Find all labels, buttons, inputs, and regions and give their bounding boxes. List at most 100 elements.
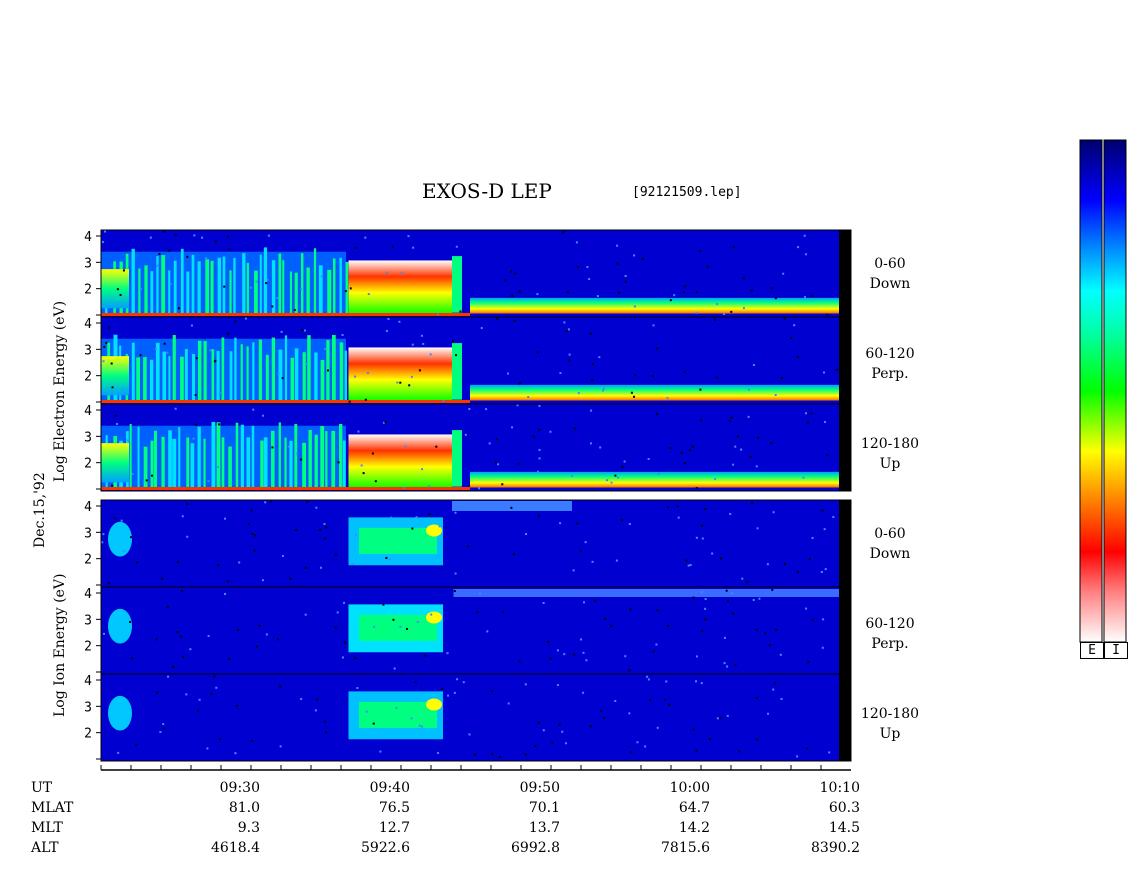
noise-dot	[732, 463, 735, 466]
noise-dot	[699, 388, 702, 391]
electron-burst	[348, 347, 452, 402]
noise-dot	[334, 553, 337, 556]
noise-dot	[556, 649, 559, 652]
burst-edge	[452, 343, 462, 400]
noise-dot	[562, 231, 565, 234]
noise-dot	[600, 709, 603, 712]
noise-dot	[732, 245, 735, 248]
emission-spike	[339, 342, 344, 402]
noise-dot	[266, 278, 269, 281]
noise-dot	[420, 334, 423, 337]
file-name: [92121509.lep]	[632, 185, 742, 200]
noise-dot	[129, 620, 132, 623]
noise-dot	[293, 309, 296, 312]
noise-dot	[367, 293, 370, 296]
noise-dot	[708, 738, 711, 741]
noise-dot	[390, 516, 393, 519]
panel-background	[101, 500, 839, 587]
noise-dot	[668, 703, 671, 706]
noise-dot	[726, 665, 729, 668]
noise-dot	[156, 264, 159, 267]
emission-spike	[344, 350, 348, 402]
noise-dot	[325, 731, 328, 734]
noise-dot	[563, 321, 566, 324]
emission-spike	[168, 270, 171, 315]
noise-dot	[783, 562, 786, 565]
noise-dot	[139, 288, 142, 291]
noise-dot	[808, 558, 811, 561]
y-tick-label: 3	[84, 430, 92, 445]
noise-dot	[102, 360, 105, 363]
noise-dot	[538, 404, 541, 407]
noise-dot	[715, 376, 718, 379]
noise-dot	[373, 625, 376, 628]
noise-dot	[517, 462, 520, 465]
emission-spike	[251, 425, 255, 489]
noise-dot	[466, 545, 469, 548]
noise-dot	[228, 247, 231, 250]
noise-dot	[790, 337, 793, 340]
emission-spike	[314, 434, 318, 489]
y-tick-label: 4	[84, 587, 92, 602]
noise-dot	[223, 517, 226, 520]
noise-dot	[614, 474, 617, 477]
noise-dot	[604, 618, 607, 621]
channel-label: 0-60 Down	[869, 526, 911, 562]
noise-dot	[418, 369, 421, 372]
noise-dot	[691, 445, 694, 448]
noise-dot	[201, 236, 204, 239]
noise-dot	[806, 421, 809, 424]
noise-dot	[453, 590, 456, 593]
noise-dot	[105, 341, 108, 344]
noise-dot	[767, 712, 770, 715]
noise-dot	[755, 738, 758, 741]
noise-dot	[723, 313, 726, 316]
noise-dot	[602, 387, 605, 390]
orbit-table-cell: 09:40	[369, 780, 410, 796]
noise-dot	[669, 299, 672, 302]
row-label-mlt: MLT	[31, 820, 63, 836]
noise-dot	[254, 534, 257, 537]
noise-dot	[751, 502, 754, 505]
noise-dot	[623, 460, 626, 463]
emission-spike	[307, 335, 311, 402]
noise-dot	[119, 294, 122, 297]
noise-dot	[793, 324, 796, 327]
noise-dot	[593, 599, 596, 602]
emission-spike	[149, 359, 154, 402]
noise-dot	[319, 528, 322, 531]
emission-spike	[197, 426, 201, 489]
noise-dot	[400, 271, 403, 274]
bottom-band	[101, 400, 470, 403]
noise-dot	[234, 752, 237, 755]
noise-dot	[205, 257, 208, 260]
orbit-table-cell: 12.7	[378, 820, 410, 836]
noise-dot	[108, 582, 111, 585]
noise-dot	[692, 728, 695, 731]
noise-dot	[210, 692, 213, 695]
noise-dot	[591, 363, 594, 366]
noise-dot	[591, 378, 594, 381]
emission-spike	[168, 430, 172, 489]
noise-dot	[116, 288, 119, 291]
noise-dot	[564, 742, 567, 745]
noise-dot	[695, 749, 698, 752]
electron-burst	[348, 434, 452, 489]
row-label-mlat: MLAT	[31, 800, 74, 816]
emission-spike	[143, 357, 147, 402]
low-energy-band	[470, 384, 839, 401]
noise-dot	[579, 549, 582, 552]
orbit-table-cell: 10:10	[819, 780, 860, 796]
noise-dot	[802, 476, 805, 479]
noise-dot	[747, 415, 750, 418]
noise-dot	[563, 653, 566, 656]
noise-dot	[704, 607, 707, 610]
noise-dot	[385, 556, 388, 559]
noise-dot	[418, 724, 421, 727]
noise-dot	[692, 596, 695, 599]
noise-dot	[605, 479, 608, 482]
noise-dot	[774, 297, 777, 300]
noise-dot	[455, 245, 458, 248]
noise-dot	[764, 632, 767, 635]
emission-spike	[178, 427, 181, 489]
